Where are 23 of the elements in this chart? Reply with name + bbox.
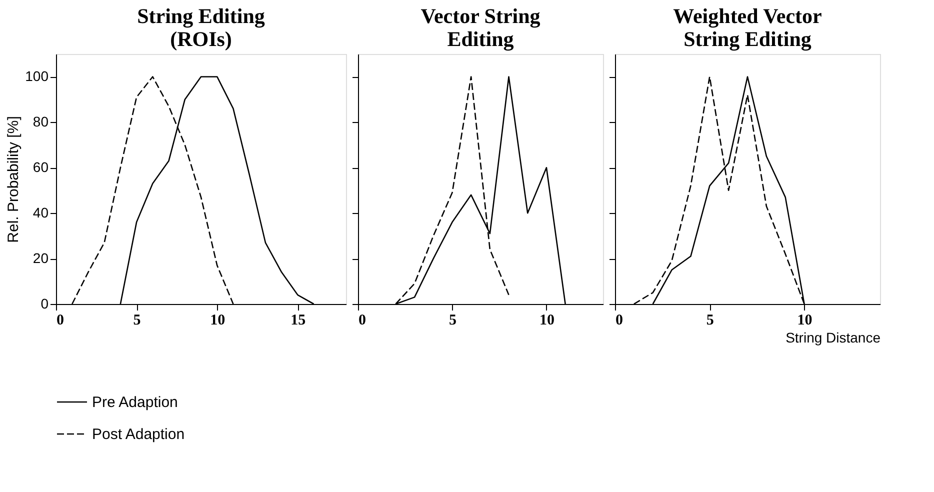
x-axis-title: String Distance [786, 330, 881, 346]
x-tick-label: 5 [706, 312, 714, 328]
y-tick-label: 100 [25, 68, 49, 84]
x-tick-label: 0 [616, 312, 623, 328]
legend-label: Pre Adaption [92, 394, 178, 411]
y-tick-label: 0 [40, 296, 49, 312]
x-tick-label: 5 [133, 312, 141, 328]
x-tick-label: 10 [210, 312, 226, 328]
x-tick-label: 5 [448, 312, 456, 328]
y-axis-title: Rel. Probability [%] [5, 116, 22, 243]
chart-title: String Editing (ROIs) [137, 4, 266, 51]
y-tick-label: 20 [32, 250, 49, 266]
y-tick-label: 80 [32, 114, 49, 130]
y-tick-label: 60 [32, 159, 49, 176]
x-tick-label: 10 [539, 312, 554, 328]
x-tick-label: 15 [290, 312, 306, 328]
x-tick-label: 0 [358, 312, 366, 328]
x-tick-label: 10 [797, 312, 812, 328]
chart-title: Vector String Editing [420, 4, 541, 51]
legend-label: Post Adaption [92, 426, 185, 443]
chart-title: Weighted Vector String Editing [673, 4, 822, 51]
x-tick-label: 0 [56, 312, 64, 328]
y-tick-label: 40 [32, 204, 49, 221]
